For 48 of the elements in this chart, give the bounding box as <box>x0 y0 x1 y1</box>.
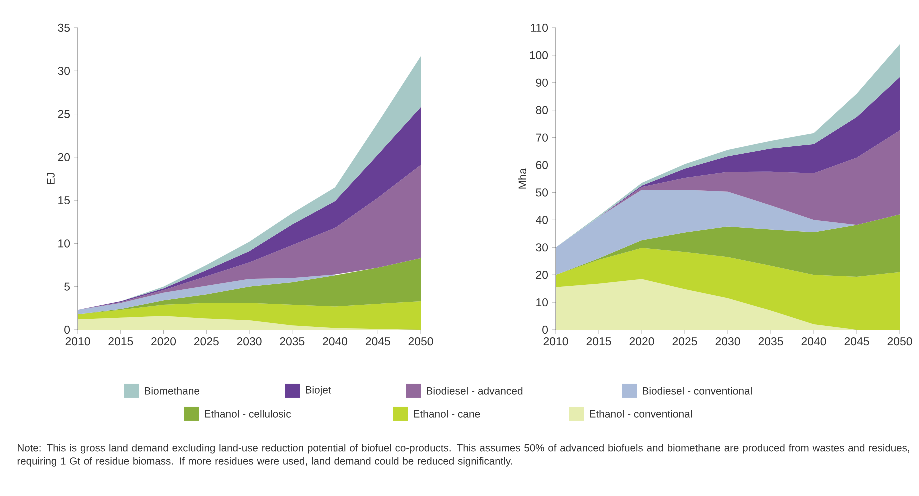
legend-label: Biodiesel - conventional <box>643 387 752 395</box>
x-tick-label: 2035 <box>758 338 784 346</box>
legend-label: Ethanol - cellulosic <box>205 410 292 418</box>
x-tick-label: 2050 <box>408 338 434 346</box>
legend-label: Ethanol - conventional <box>590 410 692 418</box>
y-tick-label: 30 <box>58 67 70 76</box>
y-tick-label: 100 <box>530 51 548 60</box>
y-axis-title: EJ <box>47 173 55 184</box>
x-tick-label: 2050 <box>888 338 912 346</box>
legend-label: Biomethane <box>145 387 200 395</box>
legend-label: Biojet <box>306 386 332 396</box>
y-tick-label: 0 <box>64 326 70 334</box>
x-tick-label: 2020 <box>630 338 654 346</box>
x-tick-label: 2040 <box>323 338 348 346</box>
y-tick-label: 110 <box>531 24 548 32</box>
x-tick-label: 2035 <box>280 338 305 346</box>
y-tick-label: 10 <box>58 240 70 248</box>
y-axis-title: Mha <box>518 168 527 189</box>
x-tick-label: 2040 <box>802 338 826 346</box>
y-tick-label: 0 <box>542 326 548 334</box>
y-tick-label: 80 <box>536 106 548 114</box>
text: Note: This is gross land demand excluding land-use reduction potential of biofuel co-products. This assumes 50% of advanced biofuels and biomethane are produced from wastes and residues, requiring 1 Gt of residue biomass. If more residues were used, land demand could be reduced significantly. <box>18 444 910 467</box>
x-tick-label: 2045 <box>844 338 870 346</box>
y-tick-label: 70 <box>536 134 548 142</box>
x-tick-label: 2010 <box>544 338 568 346</box>
y-tick-label: 25 <box>58 110 70 118</box>
y-tick-label: 15 <box>58 196 70 205</box>
y-tick-label: 60 <box>536 161 548 170</box>
x-tick-label: 2015 <box>108 338 134 346</box>
y-tick-label: 10 <box>536 298 548 307</box>
y-tick-label: 20 <box>58 153 70 162</box>
y-tick-label: 40 <box>536 216 548 224</box>
x-tick-label: 2030 <box>237 338 262 346</box>
x-tick-label: 2045 <box>366 338 390 346</box>
legend-label: Biodiesel - advanced <box>427 387 523 395</box>
x-tick-label: 2020 <box>152 338 176 346</box>
y-tick-label: 5 <box>64 282 70 291</box>
legend-label: Ethanol - cane <box>414 410 480 418</box>
y-tick-label: 20 <box>536 271 548 280</box>
x-tick-label: 2025 <box>672 338 698 346</box>
x-tick-label: 2010 <box>66 338 90 346</box>
y-tick-label: 90 <box>536 78 548 87</box>
x-tick-label: 2015 <box>586 338 612 346</box>
y-tick-label: 50 <box>536 188 548 197</box>
y-tick-label: 30 <box>536 244 548 252</box>
x-tick-label: 2030 <box>716 338 740 346</box>
x-tick-label: 2025 <box>194 338 219 346</box>
y-tick-label: 35 <box>58 24 70 32</box>
